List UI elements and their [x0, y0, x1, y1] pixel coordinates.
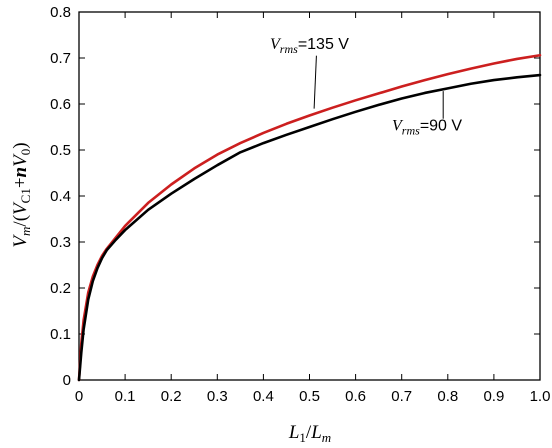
x-tick-label: 0	[75, 388, 83, 405]
axes: 0 0.1 0.2 0.3 0.4 0.5 0.6 0.7 0.8 0.9 1.0 0 0.1 0.2 0.…	[50, 4, 550, 405]
y-tick-label: 0.2	[50, 280, 71, 297]
y-tick-label: 0.1	[50, 326, 71, 343]
x-tick-label: 0.2	[161, 388, 182, 405]
series-group	[77, 53, 542, 382]
y-tick-label: 0.4	[50, 188, 71, 205]
y-tick-label: 0.5	[50, 142, 71, 159]
x-tick-label: 0.6	[345, 388, 366, 405]
plot-frame	[78, 11, 541, 381]
y-axis-title: Vm/(VC1+nV0)	[10, 142, 33, 247]
x-tick-label: 0.1	[115, 388, 136, 405]
x-tick-label: 0.9	[483, 388, 504, 405]
x-tick-label: 0.3	[207, 388, 228, 405]
annotations: Vrms=135 V Vrms=90 V	[270, 36, 462, 138]
series-line-135v	[77, 53, 542, 382]
y-tick-label: 0.3	[50, 234, 71, 251]
x-tick-label: 0.7	[391, 388, 412, 405]
x-axis-title: L1/Lm	[288, 422, 331, 445]
x-tick-label: 0.4	[253, 388, 274, 405]
y-tick-label: 0.8	[50, 4, 71, 21]
y-tick-label: 0.6	[50, 96, 71, 113]
x-tick-label: 1.0	[530, 388, 551, 405]
series-line-90v	[77, 73, 542, 382]
y-tick-label: 0.7	[50, 50, 71, 67]
annotation-leader-135v	[313, 55, 317, 109]
y-tick-label: 0	[63, 372, 71, 389]
annotation-ann90: Vrms=90 V	[392, 118, 462, 138]
annotation-ann135: Vrms=135 V	[270, 36, 349, 56]
x-tick-label: 0.5	[299, 388, 320, 405]
x-tick-label: 0.8	[437, 388, 458, 405]
